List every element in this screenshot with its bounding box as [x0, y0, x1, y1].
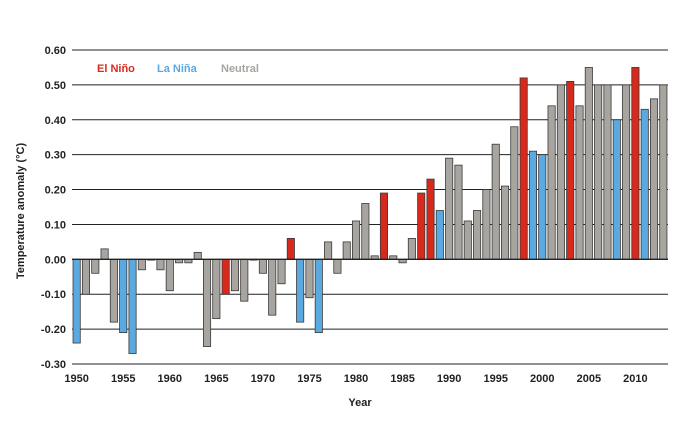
legend-item-lanina: La Niña [157, 63, 198, 75]
bar-1977 [324, 241, 333, 260]
x-tick-label: 1985 [390, 373, 414, 385]
x-tick-label: 1980 [344, 373, 368, 385]
bar-1995 [491, 143, 500, 260]
y-tick-label: 0.60 [45, 45, 66, 57]
bar-1986 [407, 237, 416, 260]
y-tick-label: -0.30 [41, 359, 66, 371]
bar-1952 [91, 258, 100, 274]
bar-1981 [361, 203, 370, 260]
bar-2011 [640, 108, 649, 260]
x-axis-label: Year [348, 397, 372, 409]
x-tick-label: 1960 [158, 373, 182, 385]
y-tick-label: 0.10 [45, 219, 66, 231]
bar-1959 [156, 258, 165, 271]
bar-1973 [286, 237, 295, 260]
y-tick-label: -0.10 [41, 289, 66, 301]
bar-1992 [463, 220, 472, 260]
bar-1978 [333, 258, 342, 274]
bar-1966 [221, 258, 230, 295]
bar-2000 [538, 154, 547, 260]
x-tick-label: 1955 [111, 373, 135, 385]
bar-1993 [473, 210, 482, 260]
bar-1954 [109, 258, 118, 323]
y-tick-label: 0.20 [45, 185, 66, 197]
bar-1957 [137, 258, 146, 271]
bar-1975 [305, 258, 314, 299]
x-tick-label: 1975 [297, 373, 321, 385]
bar-1990 [445, 157, 454, 260]
bar-1998 [519, 77, 528, 260]
bar-1955 [119, 258, 128, 333]
bar-1964 [202, 258, 212, 347]
bar-1987 [417, 192, 426, 260]
bar-1970 [258, 258, 267, 274]
bar-1967 [230, 258, 239, 292]
bar-2013 [659, 84, 668, 260]
y-tick-label: 0.40 [45, 115, 66, 127]
bar-1989 [435, 210, 444, 260]
bar-2004 [575, 105, 584, 260]
bar-2007 [603, 84, 612, 260]
y-tick-label: 0.00 [45, 254, 66, 266]
legend: El Niño La Niña Neutral [97, 63, 259, 75]
bar-1991 [454, 164, 463, 260]
bar-1971 [268, 258, 277, 316]
bar-1994 [482, 189, 491, 260]
bar-1980 [351, 220, 361, 260]
bar-1953 [100, 248, 109, 260]
bar-1979 [342, 241, 351, 260]
bar-1965 [212, 258, 221, 320]
x-tick-label: 1970 [251, 373, 275, 385]
bar-2002 [556, 84, 565, 260]
bar-2005 [584, 67, 593, 260]
bar-1983 [379, 192, 388, 260]
bar-2006 [594, 84, 603, 260]
y-axis-ticks: -0.30 -0.20 -0.10 0.00 0.10 0.20 0.30 0.40 0.50 0… [41, 45, 66, 371]
bar-2001 [547, 105, 556, 260]
y-tick-label: -0.20 [41, 324, 66, 336]
gridlines [72, 49, 668, 365]
bar-1999 [528, 150, 538, 260]
x-tick-label: 1995 [483, 373, 507, 385]
x-tick-label: 1950 [64, 373, 88, 385]
bar-1976 [314, 258, 323, 333]
bar-2010 [631, 67, 640, 260]
x-tick-label: 1990 [437, 373, 461, 385]
bar-1956 [128, 258, 137, 354]
x-tick-label: 2000 [530, 373, 554, 385]
legend-item-neutral: Neutral [221, 63, 259, 75]
x-axis-ticks: 1950 1955 1960 1965 1970 1975 1980 1985 1990 1995… [64, 373, 647, 385]
bar-1997 [510, 126, 519, 260]
x-tick-label: 1965 [204, 373, 228, 385]
bar-2009 [622, 84, 631, 260]
y-tick-label: 0.30 [45, 150, 66, 162]
x-tick-label: 2005 [577, 373, 601, 385]
x-tick-label: 2010 [623, 373, 647, 385]
legend-item-elnino: El Niño [97, 63, 135, 75]
bar-1996 [500, 185, 510, 260]
bar-2012 [650, 98, 659, 260]
bar-1960 [165, 258, 174, 292]
bar-2008 [612, 119, 621, 260]
bar-1972 [277, 258, 286, 285]
bar-1963 [193, 251, 202, 260]
y-tick-label: 0.50 [45, 80, 66, 92]
bar-1974 [296, 258, 305, 323]
bar-1951 [81, 258, 90, 295]
bar-1950 [72, 258, 81, 344]
bars [72, 67, 668, 354]
bar-1968 [240, 258, 249, 302]
bar-2003 [566, 81, 575, 260]
y-axis-label: Temperature anomaly (°C) [15, 143, 27, 280]
bar-1988 [426, 178, 435, 260]
